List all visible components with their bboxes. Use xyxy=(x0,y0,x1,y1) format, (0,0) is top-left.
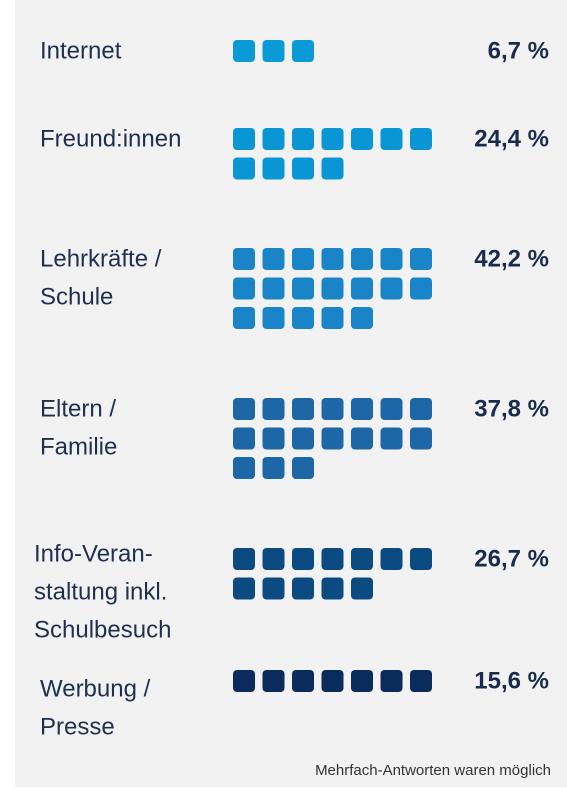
icon-square xyxy=(410,427,432,450)
icon-square xyxy=(351,548,373,570)
category-label: Internet xyxy=(40,37,122,64)
icon-square xyxy=(351,670,373,692)
value-label: 37,8 % xyxy=(474,395,549,422)
icon-square xyxy=(233,157,255,180)
icon-square xyxy=(233,670,255,692)
category-label: Schule xyxy=(40,283,113,310)
category-label: Familie xyxy=(40,433,117,460)
icon-square xyxy=(380,248,403,270)
icon-square xyxy=(233,307,255,329)
icon-square xyxy=(292,307,314,329)
icon-square xyxy=(262,157,285,180)
category-label: Schulbesuch xyxy=(34,616,171,643)
icon-square xyxy=(321,307,344,329)
icon-square xyxy=(262,670,285,692)
icon-square xyxy=(292,157,314,180)
icon-square xyxy=(410,248,432,270)
icon-square xyxy=(351,248,373,270)
icon-square xyxy=(233,398,255,420)
category-label: Presse xyxy=(40,713,115,740)
icon-square xyxy=(262,457,285,479)
icon-square xyxy=(292,398,314,420)
category-label: Info-Veran- xyxy=(34,540,153,567)
icon-square xyxy=(262,40,285,62)
icon-square xyxy=(351,427,373,450)
category-label: staltung inkl. xyxy=(34,578,167,605)
icon-square xyxy=(380,128,403,150)
icon-square xyxy=(292,670,314,692)
icon-square xyxy=(321,128,344,150)
icon-square xyxy=(233,128,255,150)
footnote: Mehrfach-Antworten waren möglich xyxy=(315,762,551,779)
icon-square xyxy=(351,128,373,150)
icon-square xyxy=(321,577,344,600)
icon-square xyxy=(321,548,344,570)
icon-square xyxy=(262,277,285,300)
icon-square xyxy=(262,398,285,420)
icon-square xyxy=(321,670,344,692)
icon-square xyxy=(351,398,373,420)
panel xyxy=(15,0,567,787)
icon-square xyxy=(262,577,285,600)
icon-square xyxy=(292,40,314,62)
icon-square xyxy=(262,427,285,450)
icon-square xyxy=(233,577,255,600)
category-label: Freund:innen xyxy=(40,125,181,152)
icon-square xyxy=(410,670,432,692)
icon-square xyxy=(292,427,314,450)
icon-square xyxy=(233,248,255,270)
value-label: 15,6 % xyxy=(474,667,549,694)
icon-square xyxy=(410,548,432,570)
category-label: Eltern / xyxy=(40,395,116,422)
icon-square xyxy=(380,398,403,420)
icon-square xyxy=(380,670,403,692)
icon-square xyxy=(380,548,403,570)
value-label: 6,7 % xyxy=(488,37,549,64)
icon-square xyxy=(233,457,255,479)
icon-square xyxy=(233,548,255,570)
icon-square xyxy=(292,457,314,479)
icon-square xyxy=(410,398,432,420)
icon-square xyxy=(321,248,344,270)
icon-square xyxy=(292,128,314,150)
icon-square xyxy=(410,128,432,150)
icon-square xyxy=(380,427,403,450)
icon-square xyxy=(380,277,403,300)
category-label: Lehrkräfte / xyxy=(40,245,162,272)
icon-square xyxy=(262,548,285,570)
icon-square xyxy=(351,277,373,300)
icon-square xyxy=(292,248,314,270)
value-label: 24,4 % xyxy=(474,125,549,152)
icon-square xyxy=(233,427,255,450)
icon-square xyxy=(321,157,344,180)
category-label: Werbung / xyxy=(40,675,151,702)
icon-square xyxy=(292,548,314,570)
icon-square xyxy=(321,277,344,300)
icon-square xyxy=(292,277,314,300)
icon-square xyxy=(351,307,373,329)
icon-square xyxy=(292,577,314,600)
value-label: 26,7 % xyxy=(474,545,549,572)
icon-square xyxy=(321,398,344,420)
icon-square xyxy=(410,277,432,300)
icon-square xyxy=(233,277,255,300)
icon-square xyxy=(262,307,285,329)
icon-square xyxy=(262,128,285,150)
icon-square xyxy=(262,248,285,270)
value-label: 42,2 % xyxy=(474,245,549,272)
icon-square xyxy=(351,577,373,600)
icon-square xyxy=(321,427,344,450)
icon-square xyxy=(233,40,255,62)
